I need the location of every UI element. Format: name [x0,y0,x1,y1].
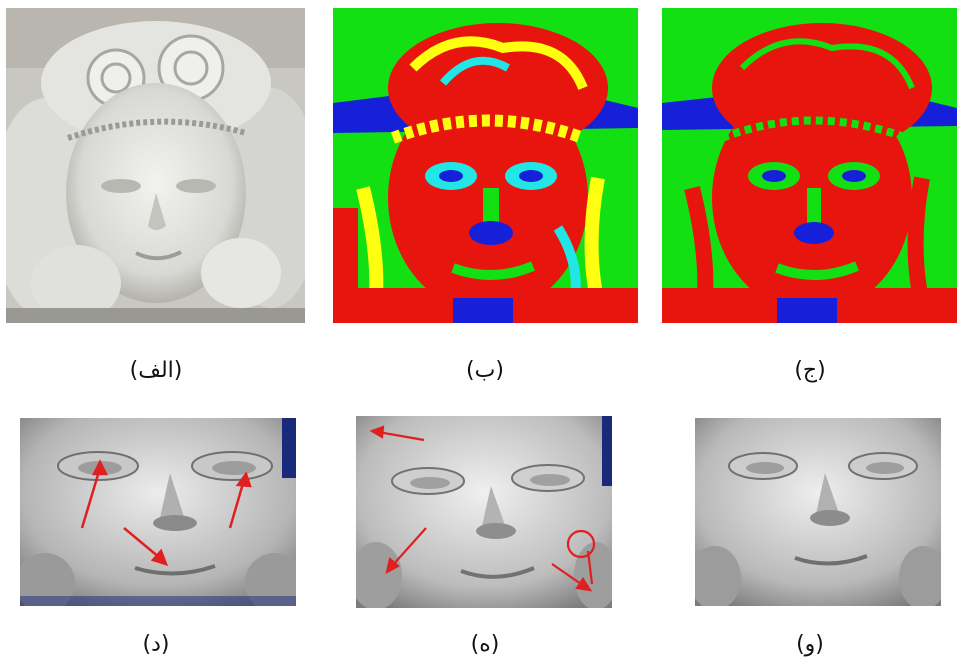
annotation-marks [369,425,596,592]
caption-d: (د) [142,632,170,657]
photo-plaster-cherub [6,8,305,323]
mesh-reconstruction-f [695,418,941,606]
segmentation-map-three-class [662,8,957,323]
segmentation-map-five-class [333,8,638,323]
caption-e: (ه) [470,632,500,657]
mesh-reconstruction-d [20,418,296,606]
caption-b: (ب) [466,358,504,383]
caption-a: (الف) [129,358,183,383]
mesh-reconstruction-e [356,416,612,608]
annotation-arrows [80,459,252,566]
caption-c: (ج) [794,358,826,383]
caption-f: (و) [796,632,824,657]
